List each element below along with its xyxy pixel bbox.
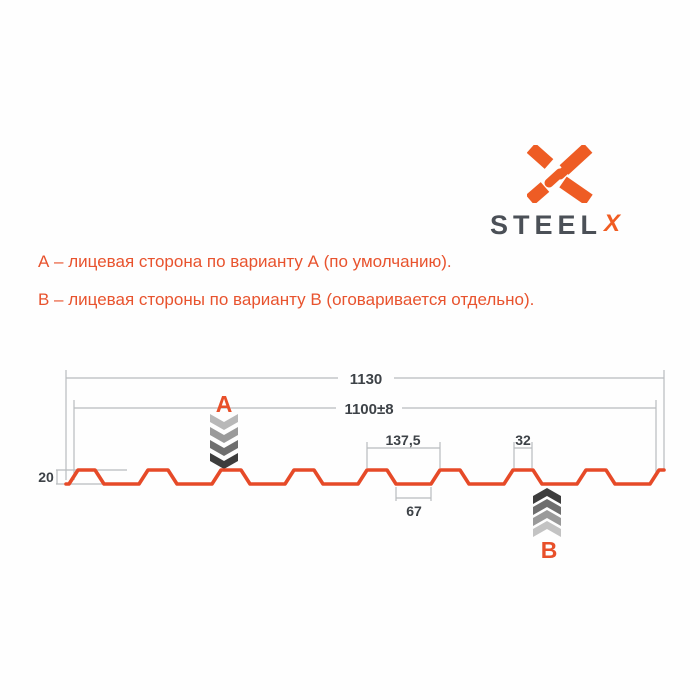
dim-label-working-width: 1100±8 bbox=[344, 401, 393, 418]
logo-s-dash-lower bbox=[544, 168, 565, 188]
note-variant-b: В – лицевая стороны по варианту В (огова… bbox=[38, 290, 535, 309]
note-variant-a: А – лицевая сторона по варианту А (по ум… bbox=[38, 252, 452, 271]
profile-drawing: 1130 1100±8 А 137,5 32 bbox=[38, 370, 666, 563]
marker-a-label: А bbox=[216, 391, 233, 417]
dim-line-trough bbox=[395, 487, 432, 501]
dim-ext-working bbox=[73, 400, 657, 480]
dim-label-rib-top: 32 bbox=[515, 432, 531, 448]
chevron-up-1 bbox=[533, 488, 561, 504]
dim-label-overall-width: 1130 bbox=[350, 371, 383, 388]
dim-rib-pitch: 137,5 bbox=[366, 432, 441, 468]
chevron-up-3 bbox=[533, 510, 561, 526]
chevron-down-4 bbox=[210, 453, 238, 469]
chevrons-up-icon bbox=[533, 488, 561, 537]
marker-b-label: В bbox=[541, 537, 558, 563]
logo-arm-top-left bbox=[527, 145, 554, 169]
brand-name: STEEL bbox=[490, 210, 603, 240]
brand-suffix: X bbox=[604, 210, 621, 237]
dim-trough-width: 67 bbox=[395, 487, 432, 519]
dim-line-height bbox=[56, 469, 127, 485]
dim-label-rib-pitch: 137,5 bbox=[385, 432, 420, 448]
chevron-up-2 bbox=[533, 499, 561, 515]
marker-b: В bbox=[533, 488, 561, 563]
dim-label-trough-width: 67 bbox=[406, 503, 422, 519]
logo: STEELX bbox=[460, 140, 680, 250]
dim-line-rib-top bbox=[513, 442, 533, 468]
brand-wordmark: STEELX bbox=[490, 210, 620, 241]
chevron-down-2 bbox=[210, 427, 238, 443]
dim-overall-width: 1130 bbox=[65, 370, 665, 480]
dim-working-width: 1100±8 bbox=[73, 400, 657, 480]
steelx-logo-icon bbox=[527, 145, 593, 203]
logo-arm-bottom-right bbox=[559, 176, 593, 203]
chevron-up-4 bbox=[533, 521, 561, 537]
profile-sheet-outline bbox=[64, 468, 666, 486]
chevron-down-3 bbox=[210, 440, 238, 456]
marker-a: А bbox=[210, 391, 238, 469]
logo-arm-bottom-left bbox=[527, 182, 550, 203]
dim-ext-overall bbox=[65, 370, 665, 480]
dim-rib-top: 32 bbox=[513, 432, 533, 468]
dim-label-profile-height: 20 bbox=[38, 469, 54, 485]
dim-line-pitch bbox=[366, 442, 441, 468]
chevrons-down-icon bbox=[210, 414, 238, 469]
chevron-down-1 bbox=[210, 414, 238, 430]
